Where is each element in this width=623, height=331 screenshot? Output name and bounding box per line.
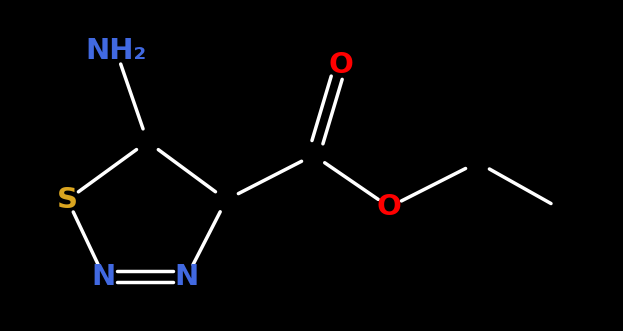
Text: S: S [57, 186, 78, 214]
Text: O: O [377, 193, 402, 221]
Text: N: N [175, 262, 199, 291]
Text: N: N [92, 262, 116, 291]
Text: O: O [328, 51, 353, 79]
Text: NH₂: NH₂ [86, 37, 147, 65]
